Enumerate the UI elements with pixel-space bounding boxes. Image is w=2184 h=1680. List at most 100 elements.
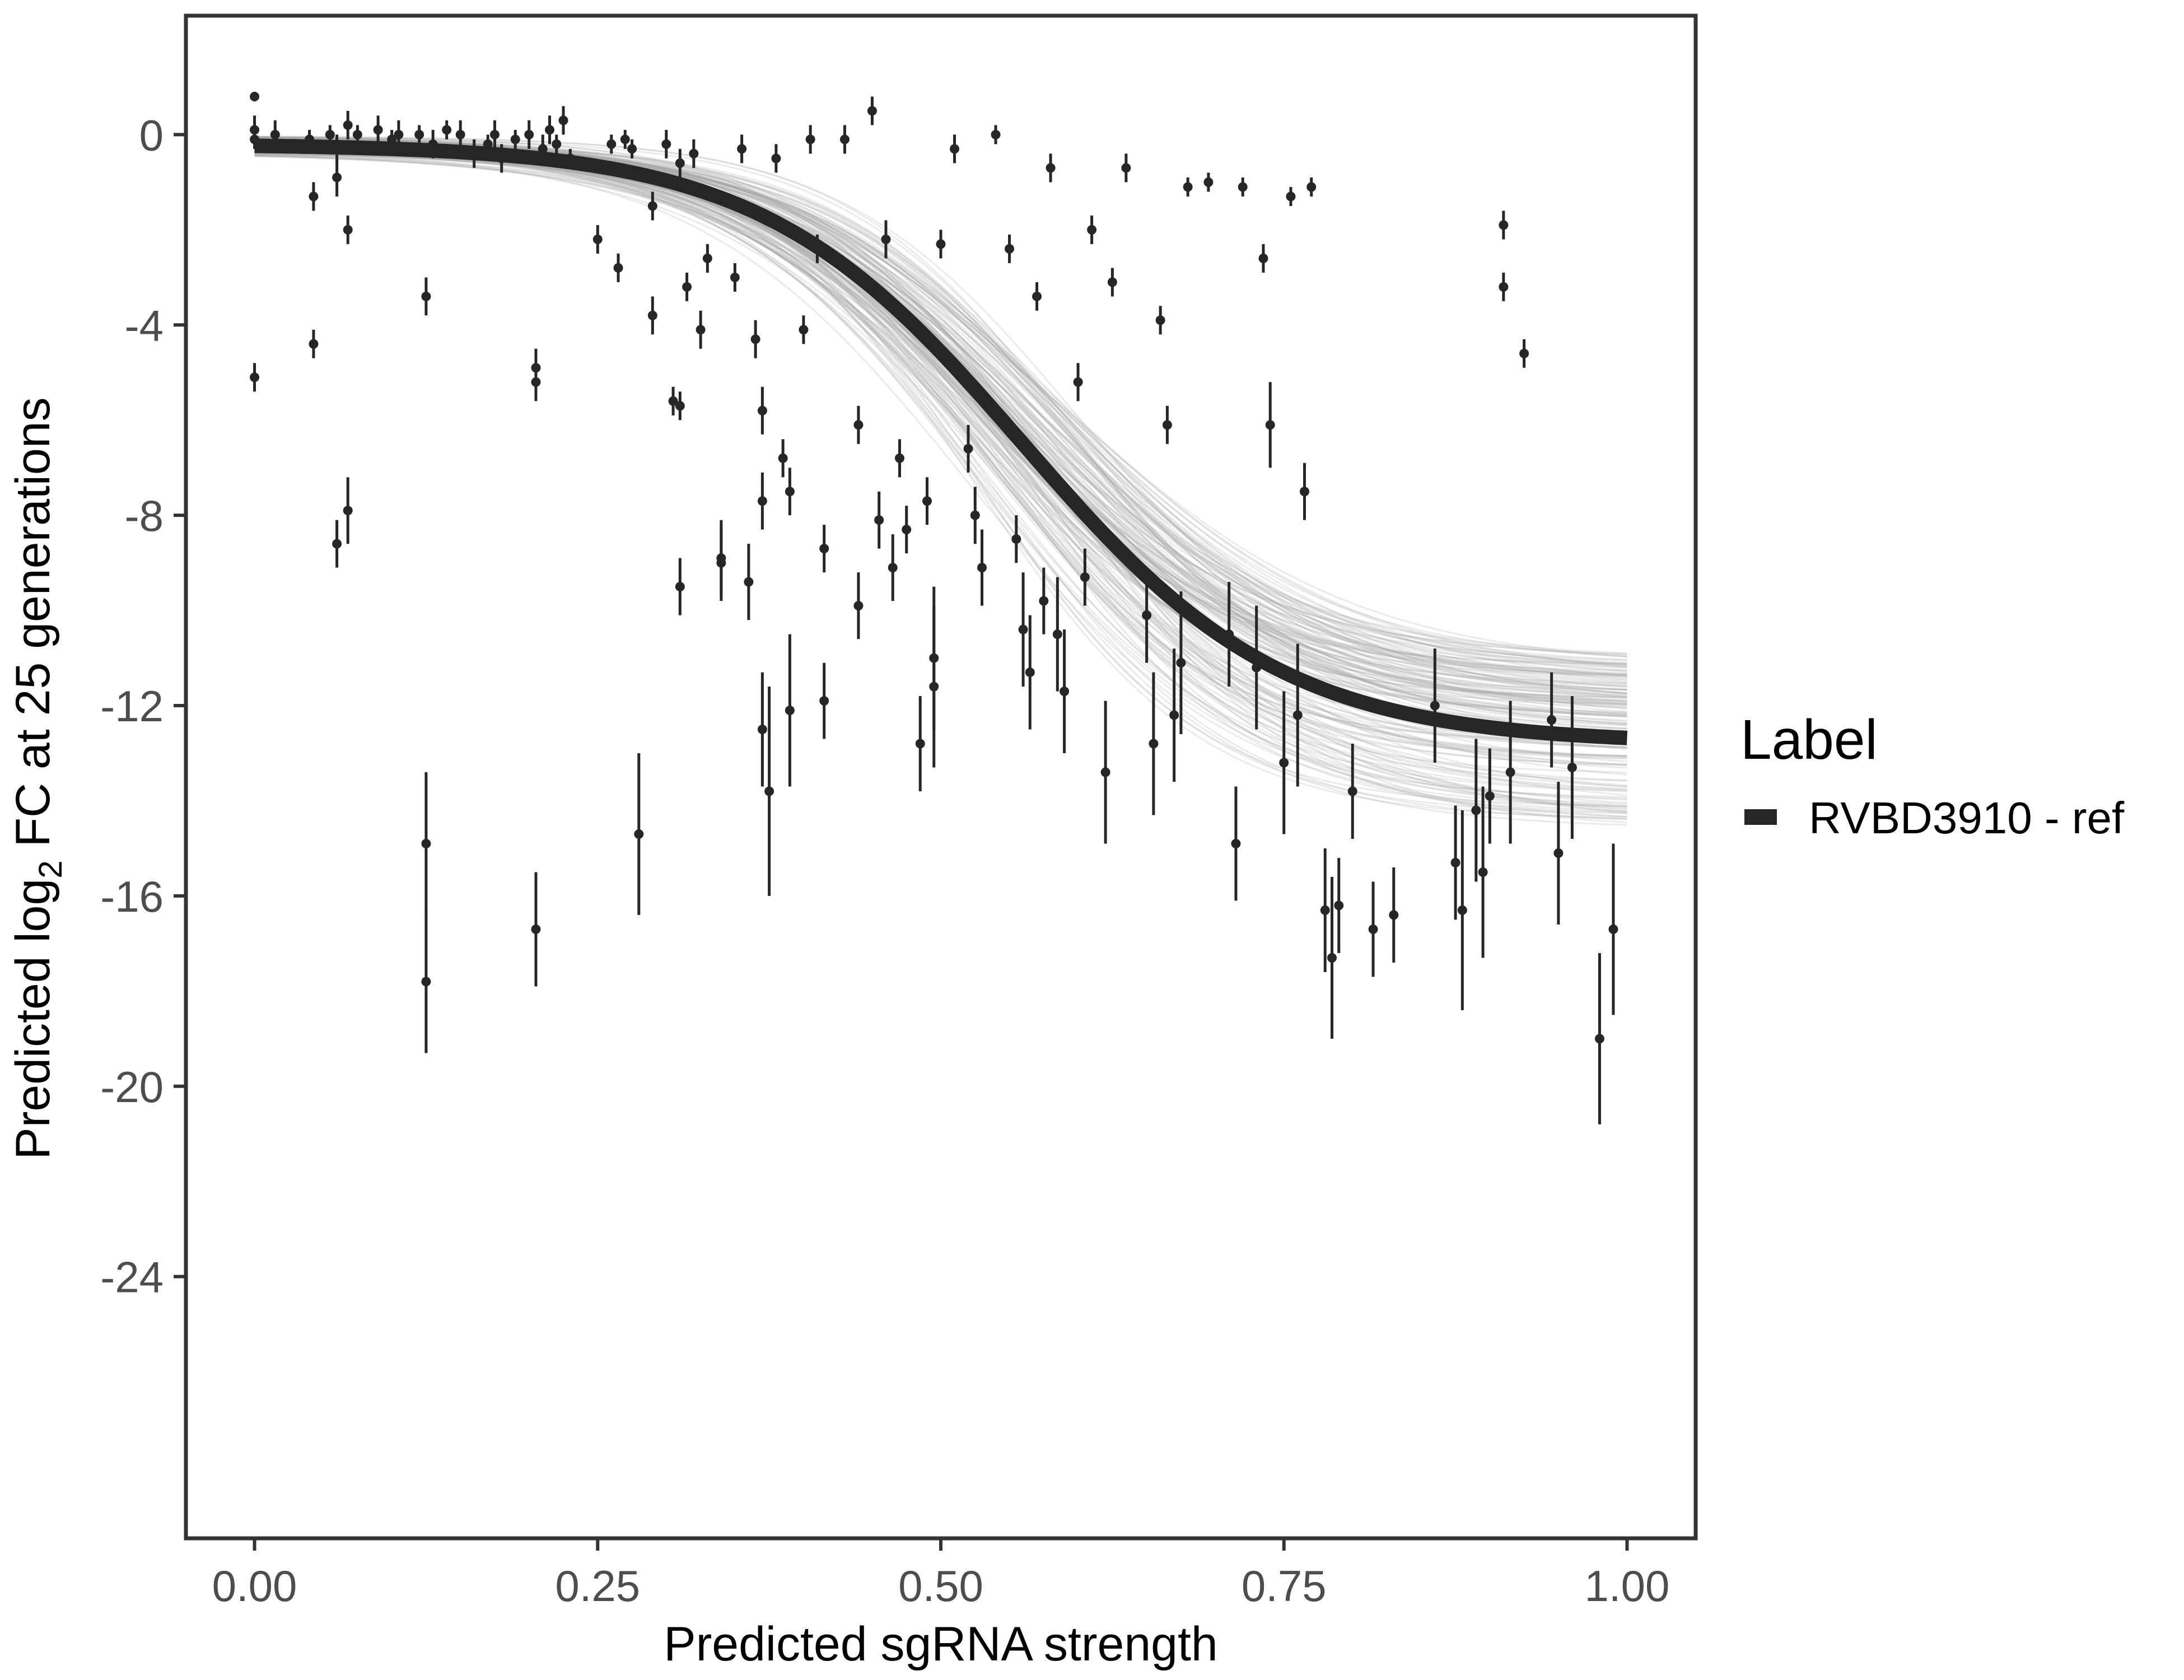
x-axis-title: Predicted sgRNA strength [664, 1617, 1218, 1671]
point-marker [250, 91, 260, 101]
point-marker [716, 553, 726, 563]
ribbon-curve [254, 153, 1627, 717]
point-marker [455, 129, 465, 139]
point-marker [689, 148, 699, 158]
data-point [455, 120, 465, 149]
point-marker [1046, 163, 1056, 173]
data-point [647, 192, 657, 221]
data-point [963, 424, 973, 473]
point-marker [853, 601, 864, 611]
data-point [332, 520, 342, 568]
data-point [1299, 463, 1309, 520]
point-marker [1505, 767, 1515, 777]
point-marker [1279, 758, 1289, 768]
y-axis-title-subscript: 2 [32, 860, 69, 878]
data-point [689, 139, 699, 168]
legend-title: Label [1740, 708, 1878, 771]
data-point [1073, 363, 1083, 402]
data-point [1471, 739, 1481, 882]
data-point [675, 558, 685, 615]
point-marker [489, 129, 500, 139]
data-point [1306, 177, 1317, 197]
point-marker [1073, 377, 1083, 387]
data-point [1155, 306, 1165, 335]
point-marker [421, 838, 431, 848]
data-point [853, 572, 864, 640]
point-marker [613, 263, 623, 273]
point-marker [668, 396, 678, 406]
data-point [442, 120, 452, 139]
data-point [881, 220, 891, 259]
data-point [343, 477, 353, 544]
data-point [737, 134, 747, 164]
ribbon-curve [254, 148, 1627, 800]
data-point [343, 215, 353, 244]
ribbon-curve [254, 142, 1627, 694]
x-tick-label: 0.75 [1242, 1561, 1327, 1611]
point-marker [819, 696, 829, 706]
point-marker [1485, 791, 1495, 801]
data-point [613, 253, 623, 282]
y-tick-label: -4 [125, 301, 164, 350]
point-marker [1121, 163, 1131, 173]
point-marker [1547, 715, 1557, 725]
data-point [764, 687, 774, 896]
data-point [250, 363, 260, 392]
data-point [839, 125, 850, 154]
data-point [1018, 572, 1028, 687]
point-marker [785, 706, 795, 716]
point-marker [675, 401, 685, 411]
data-point [1265, 382, 1275, 468]
data-point [696, 310, 706, 349]
ribbon-curve [254, 155, 1627, 826]
point-marker [1203, 177, 1214, 187]
ribbon-curve [254, 150, 1627, 676]
point-marker [1080, 572, 1090, 582]
point-marker [867, 106, 877, 116]
data-point [1183, 177, 1193, 197]
ribbon-curve [254, 137, 1627, 668]
point-marker [778, 453, 788, 463]
point-marker [888, 563, 898, 573]
point-marker [421, 291, 431, 301]
ribbon-curve [254, 141, 1627, 698]
ribbon-curve [254, 141, 1627, 682]
point-marker [1052, 629, 1062, 640]
point-marker [936, 239, 946, 249]
y-tick-label: -8 [125, 491, 164, 540]
point-marker [1155, 315, 1165, 325]
data-point [332, 158, 342, 197]
data-point [977, 529, 987, 606]
point-marker [1430, 701, 1440, 711]
ribbon-curve [254, 138, 1627, 745]
data-point [1005, 234, 1015, 263]
data-point [785, 634, 795, 787]
data-point [1231, 786, 1241, 901]
point-marker [1306, 182, 1317, 192]
point-marker [510, 134, 520, 144]
point-marker [309, 339, 319, 349]
data-point [922, 477, 932, 525]
point-marker [606, 139, 617, 149]
data-point [606, 134, 617, 154]
data-point [778, 439, 788, 478]
y-tick-label: -16 [100, 872, 164, 921]
data-point [1286, 186, 1296, 206]
data-point [819, 525, 829, 573]
data-point [1347, 744, 1357, 839]
data-point [1203, 172, 1214, 192]
point-marker [853, 420, 864, 430]
ribbon-curve [254, 141, 1627, 671]
point-marker [1499, 220, 1509, 230]
ribbon-curve [254, 136, 1627, 704]
point-marker [634, 829, 644, 839]
data-point [558, 106, 568, 135]
ribbon-curve [254, 143, 1627, 676]
ribbon-curve [254, 145, 1627, 717]
data-point [1327, 876, 1337, 1039]
points-layer [250, 91, 1618, 1124]
ribbon-curve [254, 155, 1627, 684]
data-point [867, 96, 877, 125]
data-point [1608, 843, 1618, 1015]
